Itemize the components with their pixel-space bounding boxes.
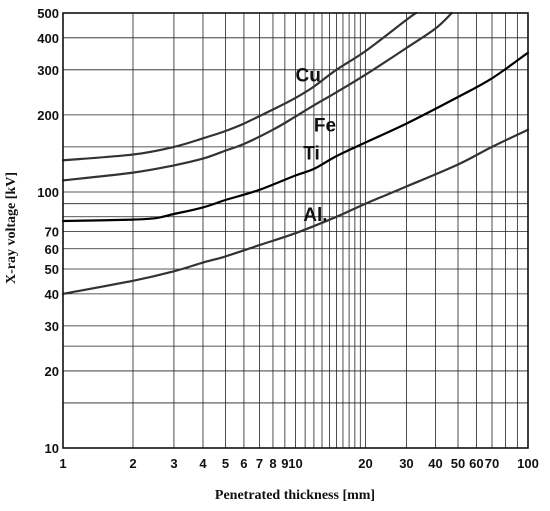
y-tick-label: 70 [45,225,59,240]
y-tick-label: 100 [37,185,59,200]
y-tick-label: 500 [37,6,59,21]
x-tick-label: 30 [399,456,413,471]
x-tick-label: 50 [451,456,465,471]
y-tick-label: 10 [45,441,59,456]
y-tick-label: 200 [37,108,59,123]
series-curve-fe [61,11,453,182]
x-tick-label: 3 [170,456,177,471]
x-axis-title: Penetrated thickness [mm] [215,488,375,503]
x-tick-label: 9 [281,456,288,471]
y-tick-label: 20 [45,364,59,379]
x-tick-label: 20 [358,456,372,471]
x-tick-label: 2 [129,456,136,471]
series-curve-cu [61,11,418,162]
y-tick-label: 30 [45,319,59,334]
series-labels: Cu Fe Ti Al. [296,66,337,227]
series-label-cu: Cu [296,66,321,87]
series-label-al: Al. [303,205,327,226]
x-tick-label: 7 [256,456,263,471]
series-label-ti: Ti [303,143,320,164]
y-tick-label: 60 [45,242,59,257]
series-label-fe: Fe [314,116,336,137]
series-curve-ti [61,51,530,223]
x-tick-label: 70 [485,456,499,471]
y-tick-label: 400 [37,31,59,46]
y-tick-label: 40 [45,287,59,302]
grid-lines [62,12,529,449]
x-tick-label: 5 [222,456,229,471]
y-tick-label: 300 [37,63,59,78]
x-tick-label: 1 [59,456,66,471]
x-tick-label: 40 [428,456,442,471]
y-tick-label: 50 [45,262,59,277]
x-tick-label: 60 [469,456,483,471]
x-tick-label: 4 [199,456,207,471]
x-tick-label: 100 [517,456,539,471]
series-curve-al [61,128,530,295]
y-tick-labels: 10 20 30 40 50 60 70 100 200 300 400 500 [37,6,59,456]
y-axis-title: X-ray voltage [kV] [4,172,19,284]
x-tick-labels: 1 2 3 4 5 6 7 8 9 10 20 30 40 50 60 70 100 [59,456,538,471]
x-tick-label: 8 [269,456,276,471]
series-curves [61,11,530,295]
plot-frame [62,12,529,449]
x-tick-label: 6 [240,456,247,471]
x-tick-label: 10 [288,456,302,471]
